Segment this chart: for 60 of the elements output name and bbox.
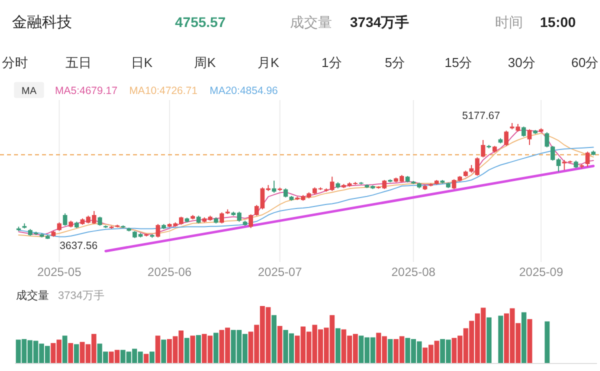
text: 成交量 [290,14,332,30]
bar [486,317,492,363]
candlestick [284,188,288,198]
bar [190,336,196,363]
bar [335,328,340,363]
candlestick [220,212,224,224]
x-tick-label: 2025-07 [258,265,302,279]
text: 金融科技 [12,14,72,31]
text: 分时 [2,55,28,70]
text: 日K [130,55,153,70]
bar [155,336,160,363]
bar [498,316,504,363]
text: 月K [257,55,280,70]
text: 5177.67 [462,110,500,122]
text: 4755.57 [175,14,226,30]
text: 30分 [508,55,536,70]
bar [272,315,277,363]
candlestick [156,224,160,238]
text: MA5:4679.17 [55,85,118,97]
x-tick-label: 2025-08 [391,265,436,279]
bar [150,352,154,363]
bar [527,319,532,363]
bar [196,335,201,363]
bar [144,354,149,363]
x-tick-label: 2025-09 [519,265,564,279]
text: 五日 [65,55,92,70]
x-tick-label: 2025-06 [148,265,192,279]
bar [68,343,74,363]
text: 15分 [444,55,472,70]
bar [544,321,550,363]
text: 15:00 [540,14,576,30]
text: 5分 [384,55,406,70]
text: 1分 [322,55,342,70]
text: 3734万手 [350,14,410,30]
candlestick [544,132,550,148]
text: 时间 [495,14,523,30]
legend-title: MA [22,86,37,97]
candlestick [480,139,486,158]
text: 周K [194,55,216,70]
bar [388,339,393,363]
chart-subtitle: 3734万手 [58,289,104,302]
bar [277,326,282,363]
x-tick-label: 2025-05 [37,265,82,279]
bar [62,336,68,363]
text: 60分 [571,55,599,70]
bar [74,344,79,363]
bar [161,340,166,363]
candlestick [504,130,508,146]
chart-title: 成交量 [16,289,49,302]
candlestick [522,126,526,138]
candlestick [527,128,532,146]
candlestick [585,151,590,168]
text: MA10:4726.71 [129,85,198,97]
candlestick [248,214,254,229]
text: MA20:4854.96 [210,85,278,97]
bar [213,332,218,363]
annotation: 3637.56 [60,240,98,252]
candlestick [62,212,68,226]
bar [184,338,190,363]
bar [521,312,526,363]
